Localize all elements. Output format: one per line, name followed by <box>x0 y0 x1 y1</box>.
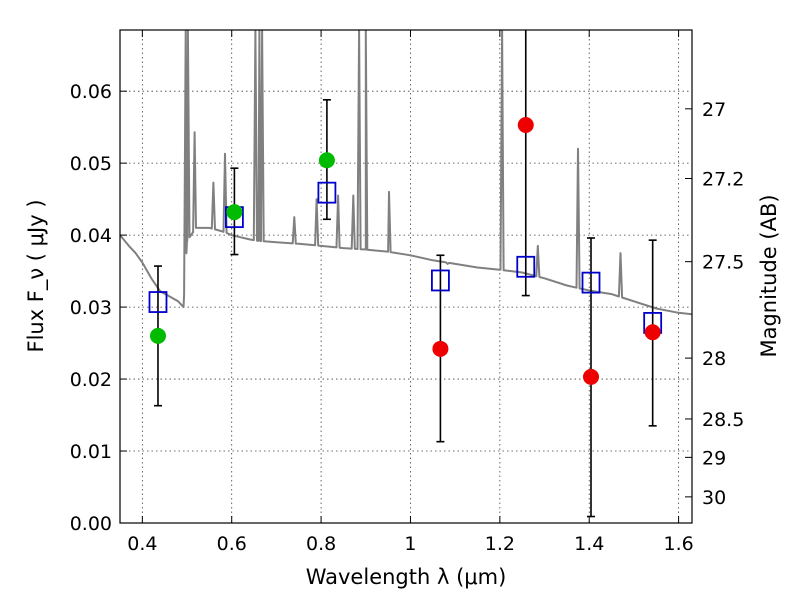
y2-axis-label-text: Magnitude (AB) <box>757 194 781 357</box>
red-data-point <box>644 324 661 341</box>
x-tick-label: 0.8 <box>306 533 336 555</box>
model-point <box>431 269 450 292</box>
spectrum-line <box>120 30 692 316</box>
y2-tick-label: 27.2 <box>702 169 744 191</box>
model-point <box>148 291 168 313</box>
green-data-point <box>149 327 166 344</box>
y-axis-label-text: Flux F_ν ( μJy ) <box>24 199 49 352</box>
model-point <box>516 255 536 278</box>
y-tick-label: 0.00 <box>70 513 112 535</box>
x-axis-label-text: Wavelength λ (μm) <box>306 565 507 589</box>
y2-tick-label: 27 <box>702 99 726 121</box>
plot-frame <box>119 29 693 524</box>
red-data-point <box>583 368 600 385</box>
y2-tick-label: 28 <box>702 348 726 370</box>
y2-tick-label: 30 <box>702 487 726 509</box>
red-data-point <box>432 340 449 357</box>
x-tick-label: 0.6 <box>217 533 247 555</box>
data-markers <box>148 117 663 385</box>
y2-tick-label: 27.5 <box>702 252 744 274</box>
y2-tick-label: 28.5 <box>702 409 744 431</box>
y-axis-label: Flux F_ν ( μJy ) <box>24 199 49 352</box>
y-tick-label: 0.05 <box>70 153 112 175</box>
x-tick-label: 1 <box>404 533 416 555</box>
y-tick-label: 0.04 <box>70 225 112 247</box>
grid-lines <box>120 30 692 524</box>
error-bars <box>153 30 657 518</box>
y-tick-label: 0.02 <box>70 369 112 391</box>
y-tick-label: 0.03 <box>70 297 112 319</box>
green-data-point <box>226 204 243 221</box>
model-point <box>317 181 337 204</box>
y-tick-label: 0.06 <box>70 81 112 103</box>
axis-ticks: 0.4 0.6 0.8 1 1.2 1.4 1.6 0.00 0.01 0.02 0.03 0.04 0… <box>70 30 744 555</box>
spectrum-layer <box>120 30 692 316</box>
x-tick-label: 1.4 <box>574 533 604 555</box>
x-axis-label: Wavelength λ (μm) <box>306 565 507 589</box>
red-data-point <box>517 117 534 134</box>
x-tick-label: 0.4 <box>127 533 157 555</box>
y2-tick-label: 29 <box>702 447 726 469</box>
y-tick-label: 0.01 <box>70 441 112 463</box>
x-tick-label: 1.2 <box>485 533 515 555</box>
green-data-point <box>318 152 335 169</box>
model-point <box>581 271 601 294</box>
x-tick-label: 1.6 <box>663 533 693 555</box>
y2-axis-label: Magnitude (AB) <box>757 194 781 357</box>
